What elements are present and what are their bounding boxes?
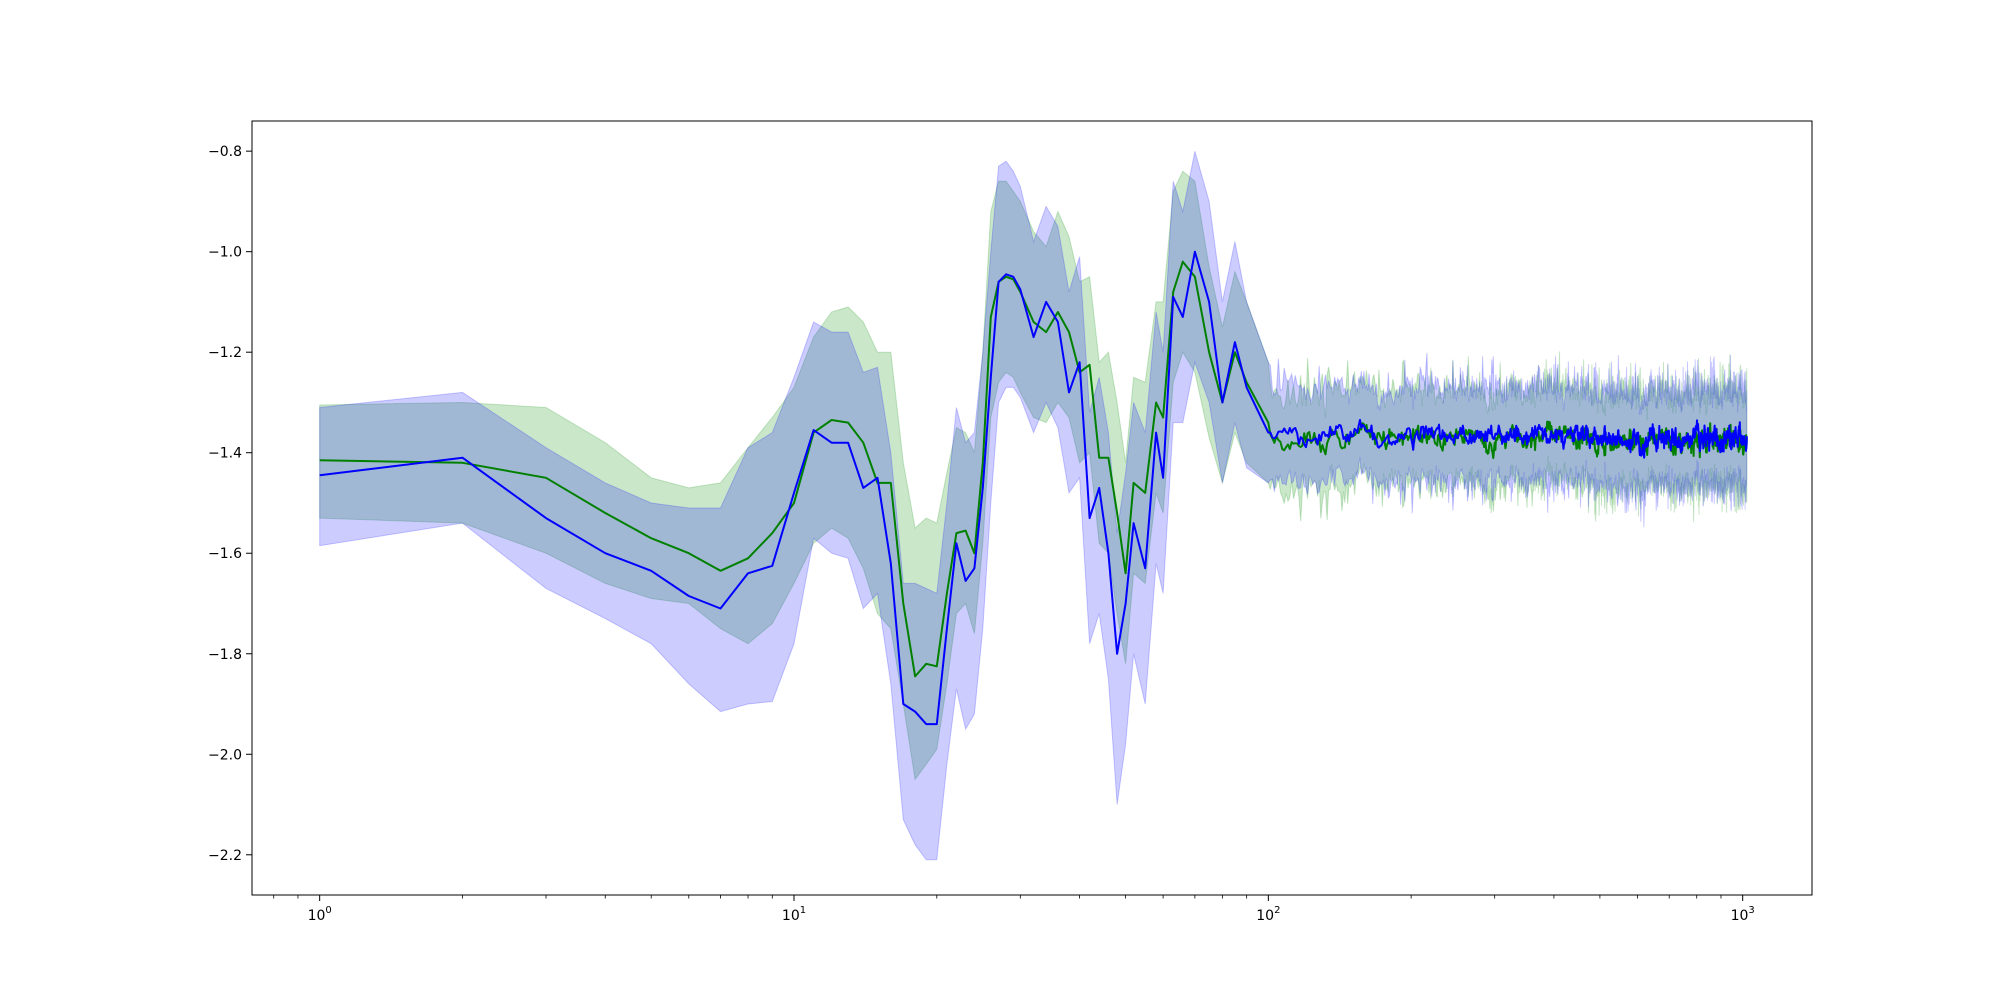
y-tick-label: −1.4 [208,446,242,462]
y-tick-label: −1.2 [208,345,242,361]
y-tick-label: −2.2 [208,848,242,864]
y-tick-label: −0.8 [208,144,242,160]
y-tick-label: −1.6 [208,546,242,562]
y-tick-label: −2.0 [208,747,242,763]
y-tick-label: −1.0 [208,245,242,261]
y-tick-label: −1.8 [208,647,242,663]
